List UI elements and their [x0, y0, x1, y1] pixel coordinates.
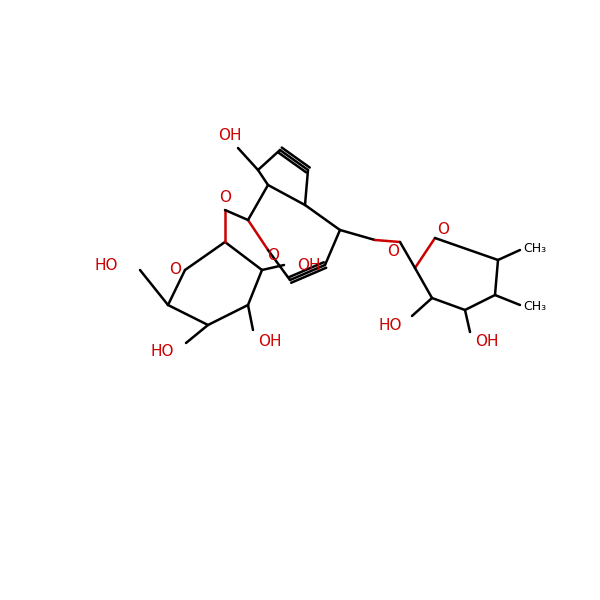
Text: OH: OH	[258, 334, 281, 349]
Text: CH₃: CH₃	[523, 241, 546, 254]
Text: O: O	[219, 191, 231, 205]
Text: O: O	[169, 263, 181, 277]
Text: O: O	[267, 247, 279, 263]
Text: HO: HO	[151, 343, 174, 358]
Text: OH: OH	[475, 335, 499, 349]
Text: CH₃: CH₃	[523, 301, 546, 313]
Text: HO: HO	[379, 319, 402, 334]
Text: O: O	[437, 223, 449, 238]
Text: OH: OH	[297, 257, 320, 272]
Text: OH: OH	[218, 127, 242, 142]
Text: O: O	[387, 245, 399, 259]
Text: HO: HO	[95, 257, 118, 272]
